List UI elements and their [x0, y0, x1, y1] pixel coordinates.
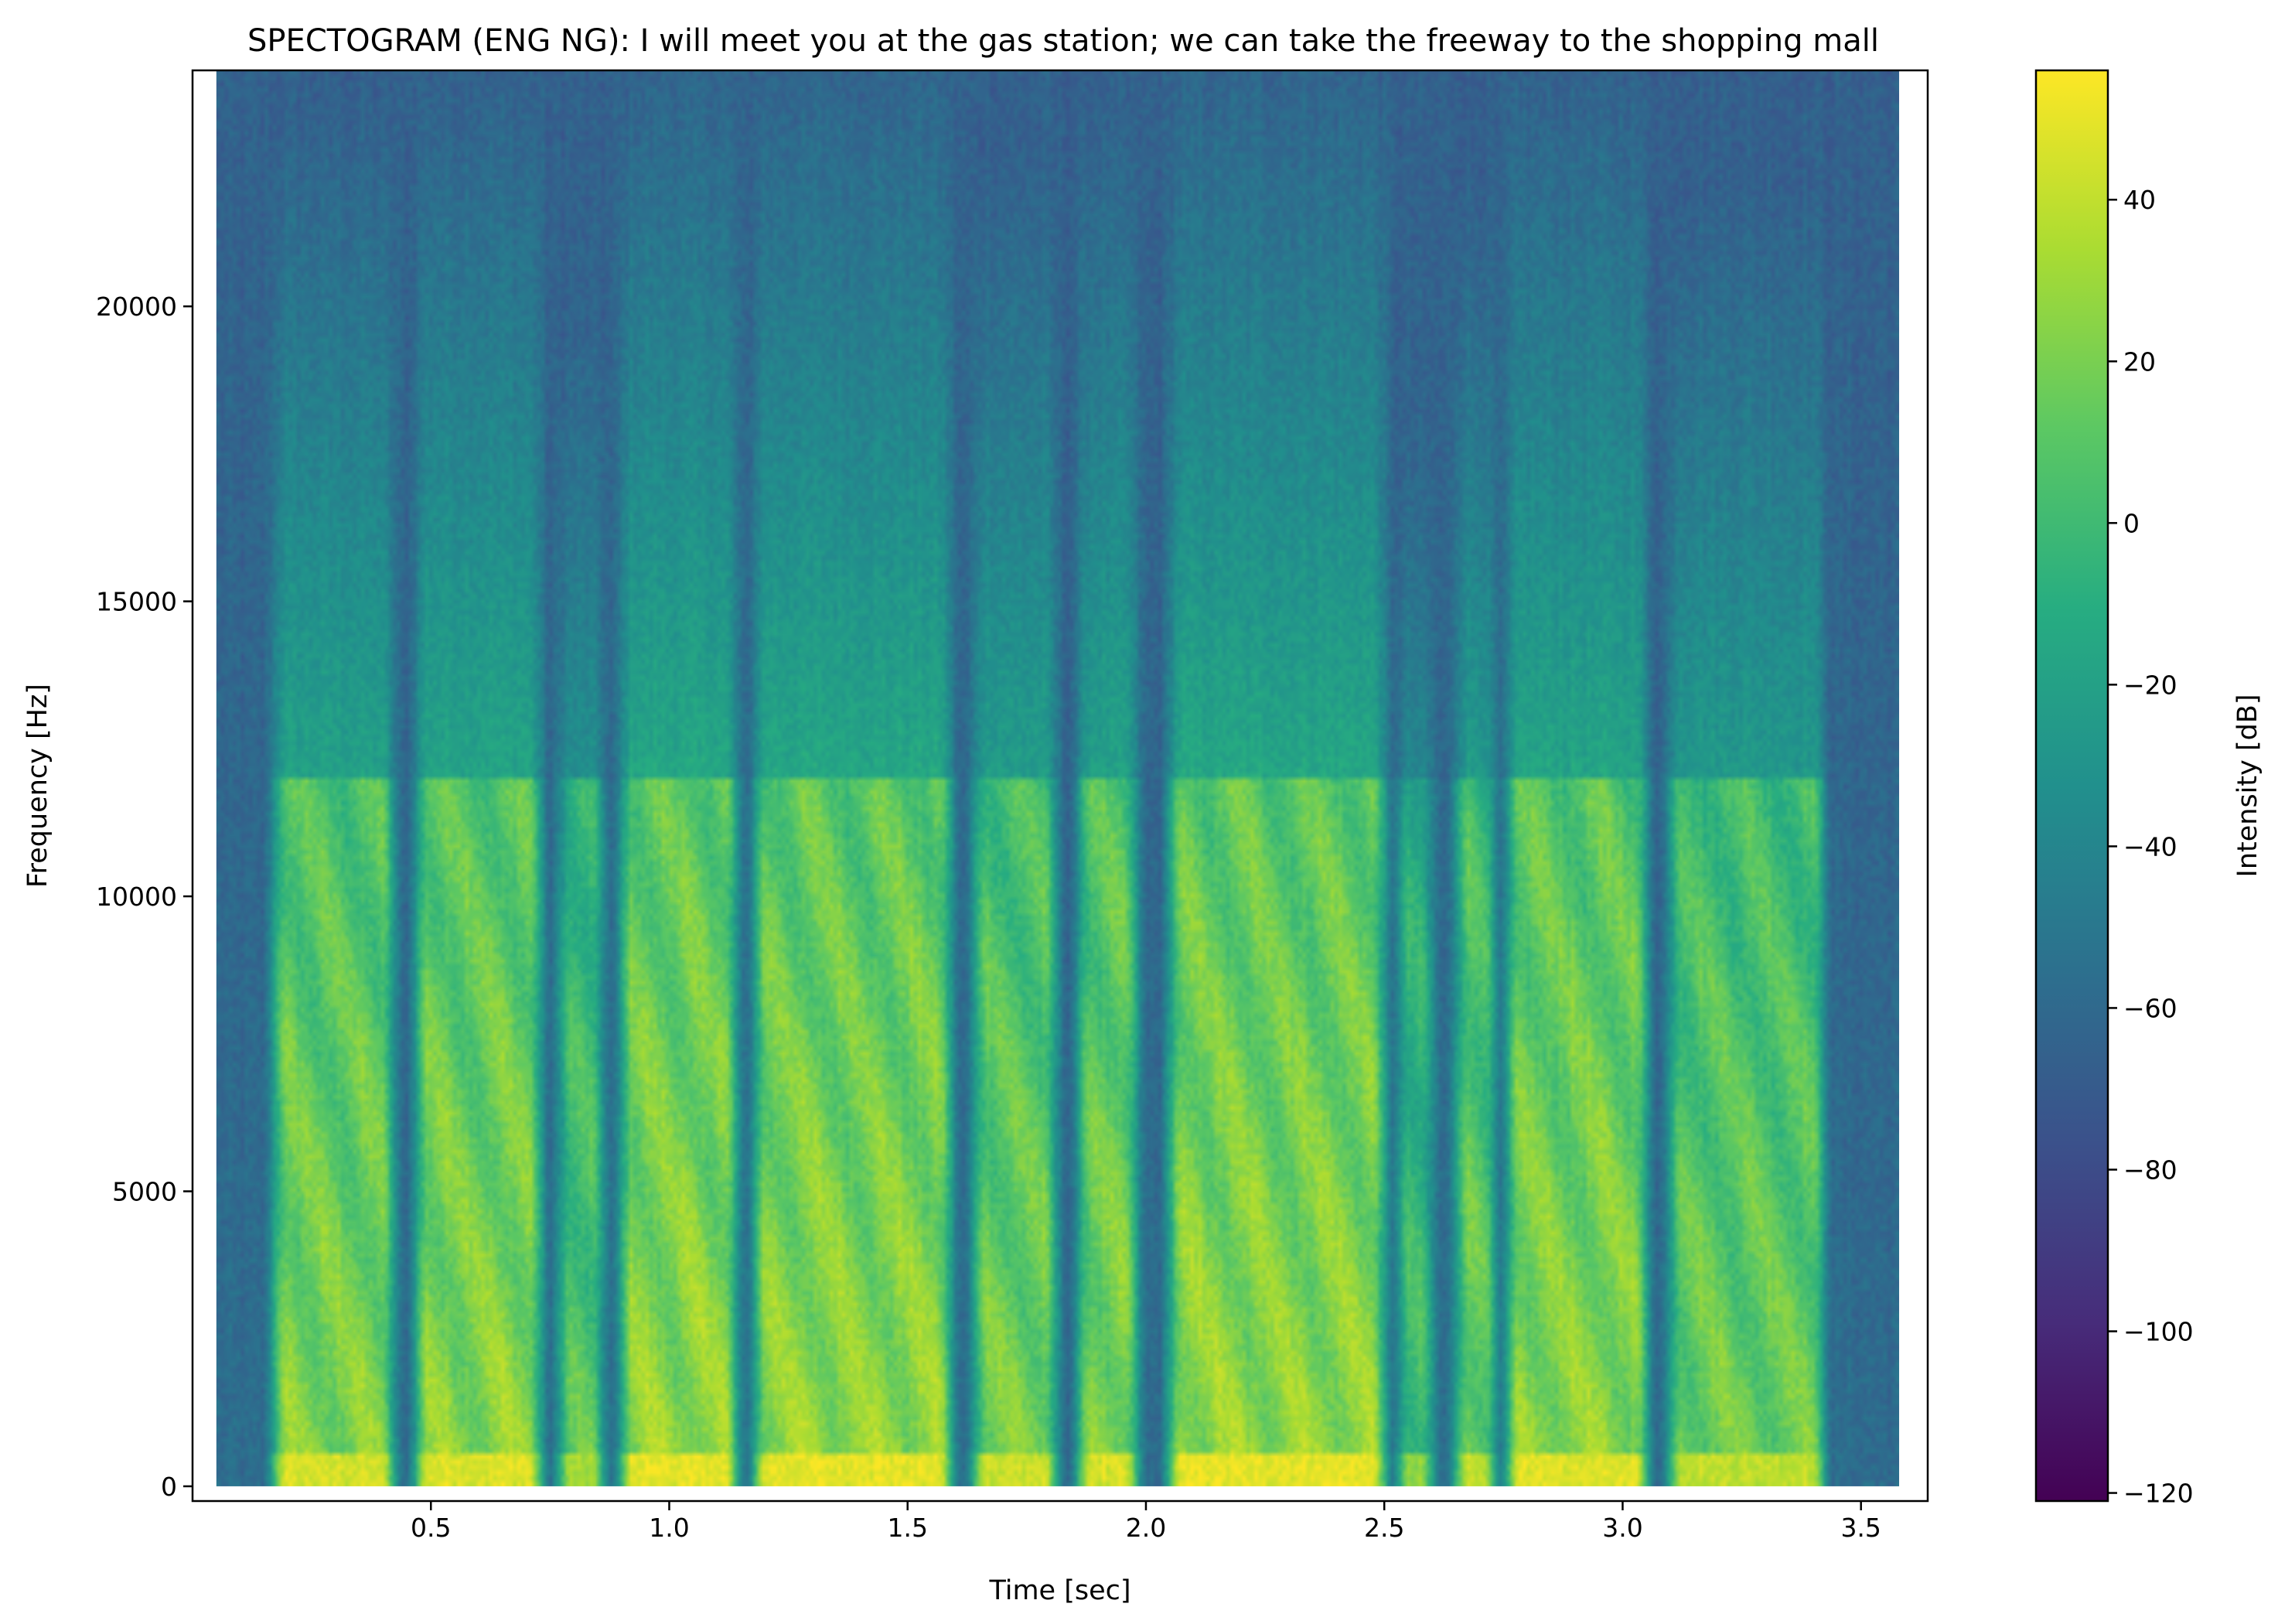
- y-tick-label: 5000: [112, 1176, 177, 1206]
- colorbar-tick-label: −80: [2123, 1155, 2177, 1185]
- colorbar-ticks: 40 20 0 −20 −40 −60 −80 −100 −120: [2108, 185, 2194, 1509]
- x-tick-label: 1.5: [887, 1513, 927, 1543]
- x-tick-label: 3.5: [1840, 1513, 1881, 1543]
- x-tick-label: 3.0: [1602, 1513, 1642, 1543]
- x-tick-label: 1.0: [649, 1513, 689, 1543]
- x-axis-label: Time [sec]: [988, 1575, 1130, 1606]
- x-tick-label: 2.0: [1126, 1513, 1166, 1543]
- spectrogram-heatmap: [216, 70, 1900, 1486]
- colorbar-tick-label: −20: [2123, 670, 2177, 700]
- y-axis-ticks: 0 5000 10000 15000 20000: [96, 292, 193, 1502]
- colorbar-label: Intensity [dB]: [2232, 694, 2263, 877]
- y-axis-label: Frequency [Hz]: [22, 684, 53, 888]
- colorbar-tick-label: −120: [2123, 1479, 2194, 1509]
- colorbar-tick-label: −60: [2123, 993, 2177, 1023]
- colorbar-tick-label: 0: [2123, 508, 2140, 538]
- colorbar-tick-label: −100: [2123, 1317, 2194, 1347]
- x-tick-label: 2.5: [1364, 1513, 1404, 1543]
- plot-frame: [191, 69, 1929, 1503]
- colorbar-tick-label: 20: [2123, 346, 2156, 377]
- colorbar: [2036, 70, 2108, 1501]
- chart-title: SPECTOGRAM (ENG NG): I will meet you at …: [247, 23, 1879, 59]
- y-tick-label: 20000: [96, 292, 177, 322]
- y-tick-label: 15000: [96, 587, 177, 617]
- colorbar-tick-label: 40: [2123, 185, 2156, 215]
- y-tick-label: 0: [161, 1472, 177, 1502]
- y-tick-label: 10000: [96, 882, 177, 912]
- colorbar-frame: [2034, 69, 2109, 1503]
- x-axis-ticks: 0.5 1.0 1.5 2.0 2.5 3.0 3.5: [411, 1501, 1881, 1543]
- x-tick-label: 0.5: [411, 1513, 451, 1543]
- colorbar-tick-label: −40: [2123, 831, 2177, 861]
